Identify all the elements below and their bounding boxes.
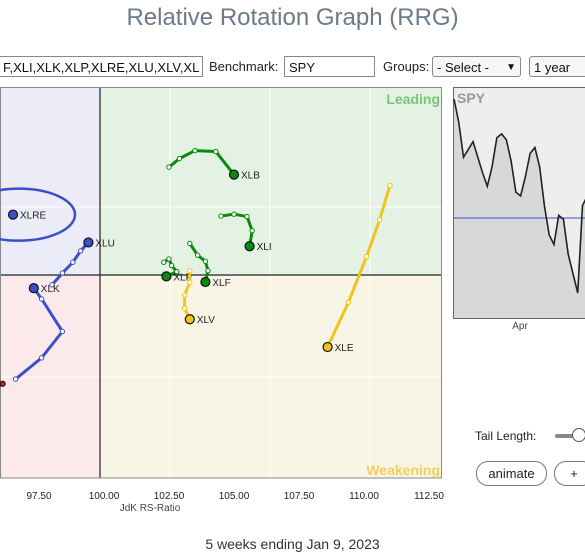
- xlb-label: XLB: [241, 171, 260, 182]
- xle-point[interactable]: [322, 341, 333, 353]
- xlp-tail-point: [168, 262, 175, 269]
- xlb-tail-point: [176, 155, 183, 162]
- x-tick-label: 112.50: [414, 491, 444, 502]
- xlre-highlight-ring: [0, 187, 77, 242]
- xlf-tail-point: [202, 258, 209, 265]
- tail-length-label: Tail Length:: [475, 429, 537, 443]
- xlk-point[interactable]: [28, 283, 39, 294]
- xli-point[interactable]: [244, 241, 255, 252]
- xle-tail-point: [345, 299, 352, 305]
- benchmark-input[interactable]: SPY: [284, 56, 375, 77]
- xlp-tail-point: [174, 268, 180, 275]
- xlf-point[interactable]: [200, 276, 211, 288]
- leading-label: Leading: [386, 91, 440, 107]
- x-axis-label: JdK RS-Ratio: [120, 503, 181, 514]
- groups-label: Groups:: [383, 59, 430, 74]
- xlp-label: XLP: [173, 272, 192, 283]
- spy-price-line: [453, 98, 585, 294]
- xle-tail-point: [376, 217, 383, 223]
- plot-border: [0, 87, 442, 479]
- xlk-tail-point: [38, 355, 45, 361]
- spy-inset-chart: SPY Apr: [453, 87, 585, 332]
- xlv-point[interactable]: [184, 314, 195, 325]
- x-tick-label: 110.00: [349, 491, 379, 502]
- xli-tail-point: [218, 213, 224, 219]
- xle-tail-point: [387, 182, 393, 189]
- xlu-tail-point: [77, 248, 84, 254]
- groups-select-value: - Select -: [437, 60, 490, 75]
- symbols-input[interactable]: F,XLI,XLK,XLP,XLRE,XLU,XLV,XL: [0, 56, 203, 77]
- xle-label: XLE: [335, 343, 354, 354]
- spy-x-label: Apr: [512, 321, 528, 332]
- xli-tail-point: [244, 213, 250, 220]
- date-range-caption: 5 weeks ending Jan 9, 2023: [205, 536, 380, 552]
- x-tick-label: 107.50: [284, 491, 315, 502]
- xle-tail-point: [363, 253, 370, 260]
- xli-label: XLI: [257, 242, 272, 253]
- xlu-tail-point: [59, 270, 66, 276]
- xlf-tail-point: [194, 252, 201, 258]
- animate-button[interactable]: animate: [476, 461, 547, 486]
- xlf-label: XLF: [212, 278, 230, 289]
- xlre-point[interactable]: [7, 209, 19, 220]
- spy-area: [454, 99, 585, 318]
- x-tick-label: 105.00: [219, 491, 250, 502]
- xlu-label: XLU: [95, 238, 114, 249]
- xlk-tail-point: [38, 296, 45, 302]
- xlp-tail-point: [166, 256, 172, 262]
- tail-length-slider[interactable]: [555, 434, 585, 438]
- period-select[interactable]: 1 year: [529, 56, 585, 77]
- xlk-label: XLK: [41, 284, 60, 295]
- xlv-tail-point: [187, 279, 193, 286]
- period-select-value: 1 year: [534, 60, 571, 75]
- rrg-chart[interactable]: Leading Weakening XLBXLIXLFXLPXLVXLEXLUX…: [0, 87, 445, 517]
- xlk-tail-point: [59, 328, 66, 335]
- improving-quadrant: [0, 87, 100, 275]
- xlp-point[interactable]: [161, 271, 172, 282]
- x-tick-label: 102.50: [154, 491, 185, 502]
- xlre-label: XLRE: [20, 211, 46, 222]
- xlb-tail-point: [192, 147, 198, 154]
- weakening-label: Weakening: [366, 462, 440, 478]
- xlk-tail-point: [12, 376, 19, 382]
- xli-tail-point: [249, 227, 255, 234]
- tail-length-slider-handle[interactable]: [572, 428, 585, 442]
- xlb-tail-point: [213, 148, 219, 155]
- xlv-tail-point: [181, 305, 188, 312]
- page-title: Relative Rotation Graph (RRG): [126, 4, 459, 31]
- zoom-in-button[interactable]: +: [554, 461, 585, 486]
- xlb-tail-point: [166, 164, 172, 170]
- xlf-tail-point: [187, 240, 193, 247]
- xlv-tail-point: [187, 268, 193, 274]
- chevron-down-icon: ▼: [506, 62, 516, 73]
- xlf-tail-point: [205, 268, 211, 274]
- spy-title: SPY: [457, 90, 486, 106]
- x-tick-labels: 97.50 100.00 102.50 105.00 107.50 110.00 112.5…: [26, 491, 444, 502]
- xlu-tail-point: [70, 259, 76, 265]
- groups-select[interactable]: - Select - ▼: [432, 56, 521, 77]
- xlb-point[interactable]: [228, 169, 240, 180]
- xlv-label: XLV: [197, 315, 215, 326]
- x-tick-label: 100.00: [89, 491, 120, 502]
- xlu-tail-point: [49, 282, 55, 288]
- benchmark-label: Benchmark:: [209, 59, 279, 74]
- xlu-point[interactable]: [83, 237, 94, 248]
- leading-quadrant: [100, 87, 442, 275]
- unnamed-9-point[interactable]: [0, 380, 6, 387]
- series-layer: XLB XLI XLF XLP XLV XLE XLU XLK XLRE: [0, 147, 393, 387]
- x-tick-label: 97.50: [26, 491, 51, 502]
- xli-tail-point: [231, 211, 237, 217]
- xlp-tail-point: [161, 259, 167, 265]
- xlv-tail-point: [181, 292, 188, 298]
